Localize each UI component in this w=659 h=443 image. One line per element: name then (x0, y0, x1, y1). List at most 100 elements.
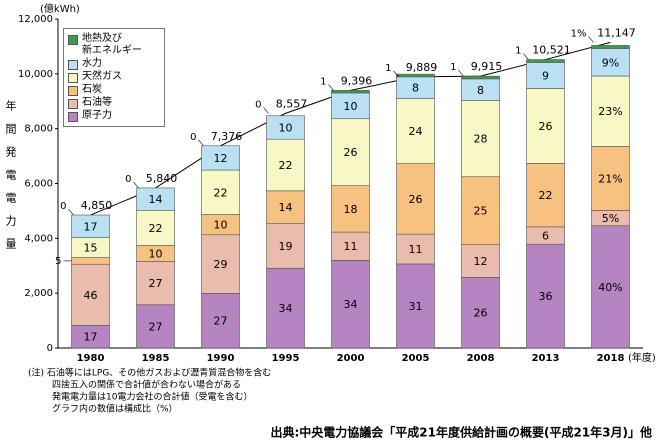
bar-segment (591, 145, 630, 211)
leader-line (68, 208, 74, 216)
data-label: 14 (279, 201, 293, 214)
bar-segment (461, 75, 500, 80)
total-label: 11,147 (597, 26, 636, 39)
x-tick-label: 2013 (532, 353, 560, 364)
data-label: 1 (515, 46, 521, 57)
legend-swatch (68, 86, 78, 96)
data-label: 8 (477, 84, 484, 97)
bar-segment (331, 260, 370, 349)
note: グラフ内の数値は構成比（%） (52, 403, 178, 415)
bar-segment (591, 45, 630, 49)
data-label: 22 (214, 186, 228, 199)
legend-item: 石油等 (68, 97, 160, 109)
data-label: 0 (60, 201, 66, 212)
legend-label: 石油等 (82, 97, 112, 108)
y-tick-label: 12,000 (18, 14, 53, 25)
data-label: 26 (474, 307, 488, 320)
data-label: 10 (344, 100, 358, 113)
data-label: 1% (571, 28, 587, 39)
legend-label: 天然ガス (82, 71, 122, 82)
source: 出典:中央電力協議会「平成21年度供給計画の概要(平成21年3月)」他 (270, 425, 652, 440)
data-label: 29 (214, 258, 228, 271)
data-label: 34 (344, 298, 358, 311)
bar-segment (461, 277, 500, 349)
data-label: 40% (598, 281, 622, 294)
bar-segment (201, 293, 240, 349)
y-tick-label: 4,000 (24, 233, 53, 244)
note: (注) 石油等にはLPG、その他ガスおよび瀝青質混合物を含む (28, 367, 271, 379)
legend-item: 天然ガス (68, 71, 160, 83)
bar-segment (71, 214, 110, 238)
data-label: 28 (474, 133, 488, 146)
data-label: 27 (149, 277, 163, 290)
total-label: 9,396 (341, 74, 373, 87)
bar-segment (71, 263, 110, 326)
x-tick-label: 2008 (467, 353, 495, 364)
total-label: 8,557 (276, 97, 308, 110)
data-label: 17 (84, 220, 98, 233)
data-label: 0 (125, 174, 131, 185)
data-label: 1 (385, 63, 391, 74)
data-label: 22 (149, 222, 163, 235)
bar-segment (461, 100, 500, 178)
bar-segment (461, 176, 500, 246)
bar-segment (136, 304, 175, 349)
bar-segment (591, 225, 630, 349)
bar-segment (201, 145, 240, 171)
bar-segment (331, 90, 370, 94)
bar-segment (526, 59, 565, 63)
x-tick-label: 2005 (402, 353, 430, 364)
legend-swatch (68, 60, 78, 70)
bar-segment (71, 257, 110, 265)
legend: 地熱及び 新エネルギー 水力 天然ガス 石炭 石油等 原子力 (63, 28, 165, 127)
bar-segment (396, 233, 435, 265)
bar-segment (331, 185, 370, 233)
data-label: 23% (598, 105, 622, 118)
bar-segment (266, 267, 305, 349)
bar-segment (266, 223, 305, 269)
data-label: 9 (542, 69, 549, 82)
y-tick-label: 10,000 (18, 69, 53, 80)
legend-swatch (68, 35, 78, 45)
legend-item: 石炭 (68, 84, 160, 96)
note: 発電電力量は10電力会社の合計値（受電を含む） (52, 391, 252, 403)
bar-segment (136, 187, 175, 211)
y-tick-label: 8,000 (24, 124, 53, 135)
leader-line (588, 36, 594, 43)
bar-segment (526, 88, 565, 164)
data-label: 36 (539, 290, 553, 303)
data-label: 6 (542, 230, 549, 243)
leader-line (458, 69, 464, 77)
x-unit: (年度) (628, 351, 656, 364)
legend-item: 地熱及び 新エネルギー (68, 33, 160, 57)
total-label: 4,850 (81, 199, 113, 212)
total-label: 7,376 (211, 130, 243, 143)
legend-swatch (68, 73, 78, 83)
bar-segment (266, 115, 305, 140)
bar-segment (591, 75, 630, 147)
legend-item: 水力 (68, 58, 160, 70)
x-tick-label: 2018 (597, 353, 625, 364)
total-label: 10,521 (532, 44, 571, 57)
x-tick-label: 2000 (337, 353, 365, 364)
data-label: 5 (55, 256, 61, 267)
data-label: 10 (214, 219, 228, 232)
leader-line (328, 84, 334, 91)
y-axis-title: 年間発電電力量 (4, 99, 17, 261)
data-label: 25 (474, 205, 488, 218)
data-label: 12 (214, 152, 228, 165)
y-unit: (億kWh) (40, 2, 80, 15)
leader-line (393, 70, 399, 78)
data-label: 17 (84, 331, 98, 344)
leader-line (263, 107, 269, 114)
legend-swatch (68, 112, 78, 122)
legend-label: 地熱及び 新エネルギー (82, 33, 142, 56)
bar-segment (266, 138, 305, 192)
data-label: 12 (474, 255, 488, 268)
bar-segment (201, 234, 240, 294)
bar-segment (461, 244, 500, 278)
data-label: 11 (344, 240, 358, 253)
x-tick-label: 1990 (207, 353, 235, 364)
